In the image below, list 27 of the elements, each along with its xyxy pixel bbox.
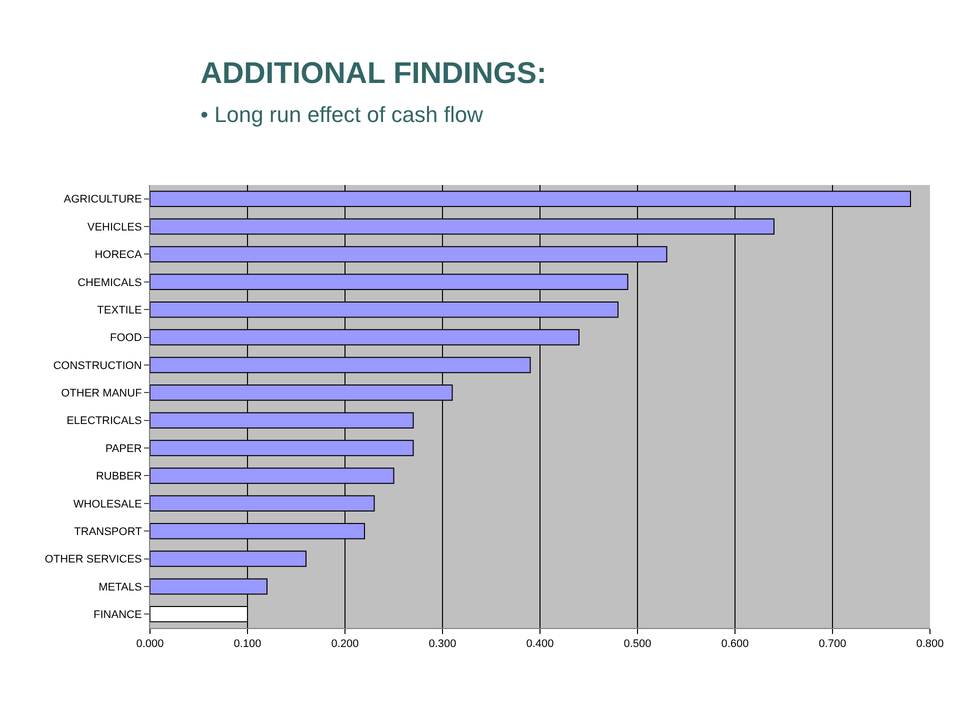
chart-title: ADDITIONAL FINDINGS: — [200, 56, 547, 90]
y-tick-label: HORECA — [94, 249, 142, 262]
x-tick-label: 0.400 — [526, 638, 554, 650]
x-tick-label: 0.200 — [331, 638, 359, 650]
y-tick-label: ELECTRICALS — [66, 415, 142, 428]
y-tick-label: METALS — [98, 581, 142, 594]
y-tick-label: FINANCE — [94, 609, 142, 622]
y-tick-label: PAPER — [105, 442, 142, 455]
y-tick-label: FOOD — [110, 332, 142, 344]
y-tick-label: AGRICULTURE — [64, 194, 142, 206]
y-tick-label: WHOLESALE — [73, 498, 142, 510]
x-tick-label: 0.100 — [234, 638, 262, 650]
y-tick-label: CHEMICALS — [78, 276, 142, 289]
y-tick-label: VEHICLES — [87, 221, 142, 234]
x-tick-label: 0.700 — [818, 638, 846, 650]
y-tick-label: OTHER MANUF — [61, 388, 142, 400]
x-tick-label: 0.600 — [721, 638, 749, 650]
x-tick-label: 0.300 — [428, 638, 456, 650]
x-tick-label: 0.800 — [916, 638, 944, 650]
x-tick-label: 0.000 — [136, 638, 164, 650]
y-tick-label: CONSTRUCTION — [53, 360, 142, 372]
x-tick-label: 0.500 — [624, 638, 652, 650]
y-tick-label: RUBBER — [96, 470, 142, 483]
y-tick-label: TEXTILE — [97, 304, 142, 316]
chart-subtitle: • Long run effect of cash flow — [200, 102, 484, 127]
y-tick-label: OTHER SERVICES — [44, 554, 142, 566]
y-tick-label: TRANSPORT — [74, 526, 142, 538]
